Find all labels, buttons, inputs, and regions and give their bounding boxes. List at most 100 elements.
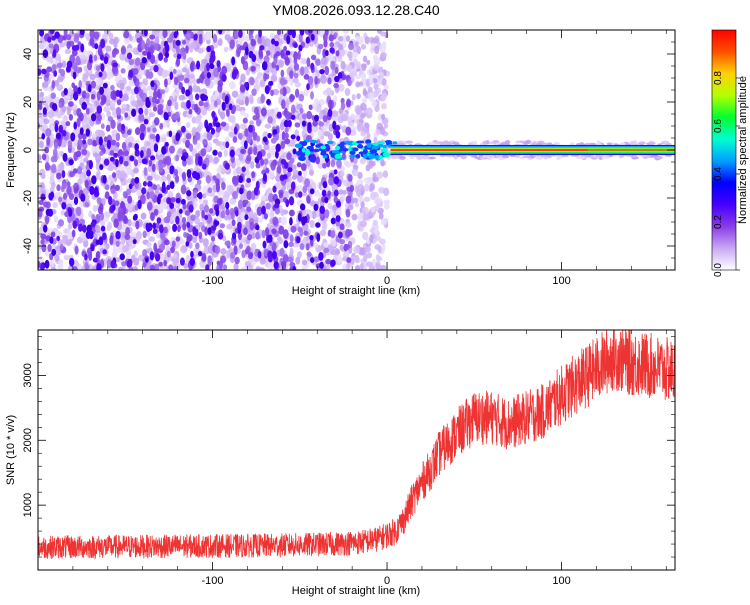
noise-peak xyxy=(334,75,340,83)
noise-peak xyxy=(267,234,273,243)
noise-speckle xyxy=(372,219,378,226)
noise-speckle xyxy=(66,106,71,116)
noise-blob xyxy=(62,35,67,41)
noise-speckle xyxy=(189,73,195,80)
noise-peak xyxy=(298,191,303,198)
noise-peak xyxy=(292,148,297,155)
noise-speckle xyxy=(145,140,151,147)
colorbar-tick-label: 0.2 xyxy=(713,215,724,229)
noise-peak xyxy=(196,60,201,70)
noise-blob xyxy=(333,82,340,89)
noise-speckle xyxy=(335,208,342,218)
noise-peak xyxy=(211,110,216,118)
noise-blob xyxy=(348,42,354,51)
noise-blob xyxy=(349,184,355,193)
noise-speckle xyxy=(355,108,363,116)
noise-blob xyxy=(307,76,314,86)
noise-speckle xyxy=(186,58,192,64)
snr-marks xyxy=(38,330,675,560)
noise-peak xyxy=(48,192,54,201)
noise-blob xyxy=(246,245,251,255)
noise-blob xyxy=(323,247,330,254)
noise-blob xyxy=(128,58,135,66)
noise-peak xyxy=(332,120,337,130)
noise-peak xyxy=(196,193,202,199)
signal-halo xyxy=(445,141,452,146)
noise-peak xyxy=(88,159,93,170)
noise-speckle xyxy=(73,109,78,116)
noise-blob xyxy=(207,187,213,194)
signal-halo xyxy=(429,156,436,160)
noise-blob xyxy=(87,138,93,146)
noise-speckle xyxy=(223,46,229,53)
noise-peak xyxy=(126,260,133,268)
noise-speckle xyxy=(292,168,298,176)
noise-blob xyxy=(169,145,175,154)
noise-speckle xyxy=(325,264,330,270)
noise-speckle xyxy=(366,252,373,259)
x-tick-label: -100 xyxy=(202,275,224,287)
noise-blob xyxy=(166,250,171,258)
noise-speckle xyxy=(180,244,188,254)
noise-blob xyxy=(297,226,303,233)
noise-blob xyxy=(224,240,231,246)
noise-peak xyxy=(94,43,99,50)
noise-peak xyxy=(210,50,216,56)
noise-speckle xyxy=(363,253,368,263)
noise-blob xyxy=(143,166,148,176)
noise-speckle xyxy=(275,174,281,182)
noise-peak xyxy=(129,155,135,162)
noise-blob xyxy=(172,265,179,270)
noise-speckle xyxy=(216,167,222,173)
noise-speckle xyxy=(311,210,317,220)
noise-blob xyxy=(165,155,172,166)
noise-peak xyxy=(225,201,230,210)
noise-speckle xyxy=(330,57,336,63)
noise-blob xyxy=(158,261,163,267)
noise-blob xyxy=(281,86,287,97)
noise-blob xyxy=(152,106,158,112)
noise-peak xyxy=(149,251,155,261)
noise-peak xyxy=(66,60,73,69)
snr-series-line xyxy=(38,330,675,560)
noise-blob xyxy=(251,88,257,96)
noise-blob xyxy=(300,163,307,171)
noise-speckle xyxy=(240,73,246,83)
noise-speckle xyxy=(191,126,198,135)
noise-blob xyxy=(306,251,312,257)
noise-blob xyxy=(120,68,126,74)
noise-blob xyxy=(99,203,104,211)
noise-peak xyxy=(318,252,324,261)
noise-blob xyxy=(155,222,160,229)
noise-speckle xyxy=(192,83,198,93)
signal-onset xyxy=(371,145,380,150)
noise-speckle xyxy=(381,92,387,101)
noise-peak xyxy=(141,187,147,195)
noise-blob xyxy=(244,96,249,107)
noise-blob xyxy=(270,161,276,171)
noise-peak xyxy=(139,132,145,141)
noise-blob xyxy=(247,148,252,156)
noise-peak xyxy=(131,108,137,118)
noise-blob xyxy=(201,209,205,219)
noise-speckle xyxy=(85,118,91,125)
noise-blob xyxy=(304,178,310,188)
spectrogram-panel: -100 0 100 -40 -20 0 20 40 Height of straight l… xyxy=(5,29,676,297)
noise-blob xyxy=(237,199,243,210)
noise-speckle xyxy=(338,44,344,51)
noise-peak xyxy=(165,113,169,121)
noise-blob xyxy=(52,148,58,158)
noise-speckle xyxy=(109,99,116,108)
noise-peak xyxy=(82,224,87,233)
noise-peak xyxy=(157,193,163,199)
noise-speckle xyxy=(376,171,384,180)
signal-halo xyxy=(585,142,591,146)
noise-speckle xyxy=(130,100,138,107)
noise-peak xyxy=(96,263,102,270)
noise-blob xyxy=(237,231,243,241)
signal-onset xyxy=(377,143,385,148)
noise-peak xyxy=(113,152,118,158)
noise-speckle xyxy=(373,137,378,144)
noise-blob xyxy=(297,50,301,60)
signal-onset xyxy=(320,145,327,150)
